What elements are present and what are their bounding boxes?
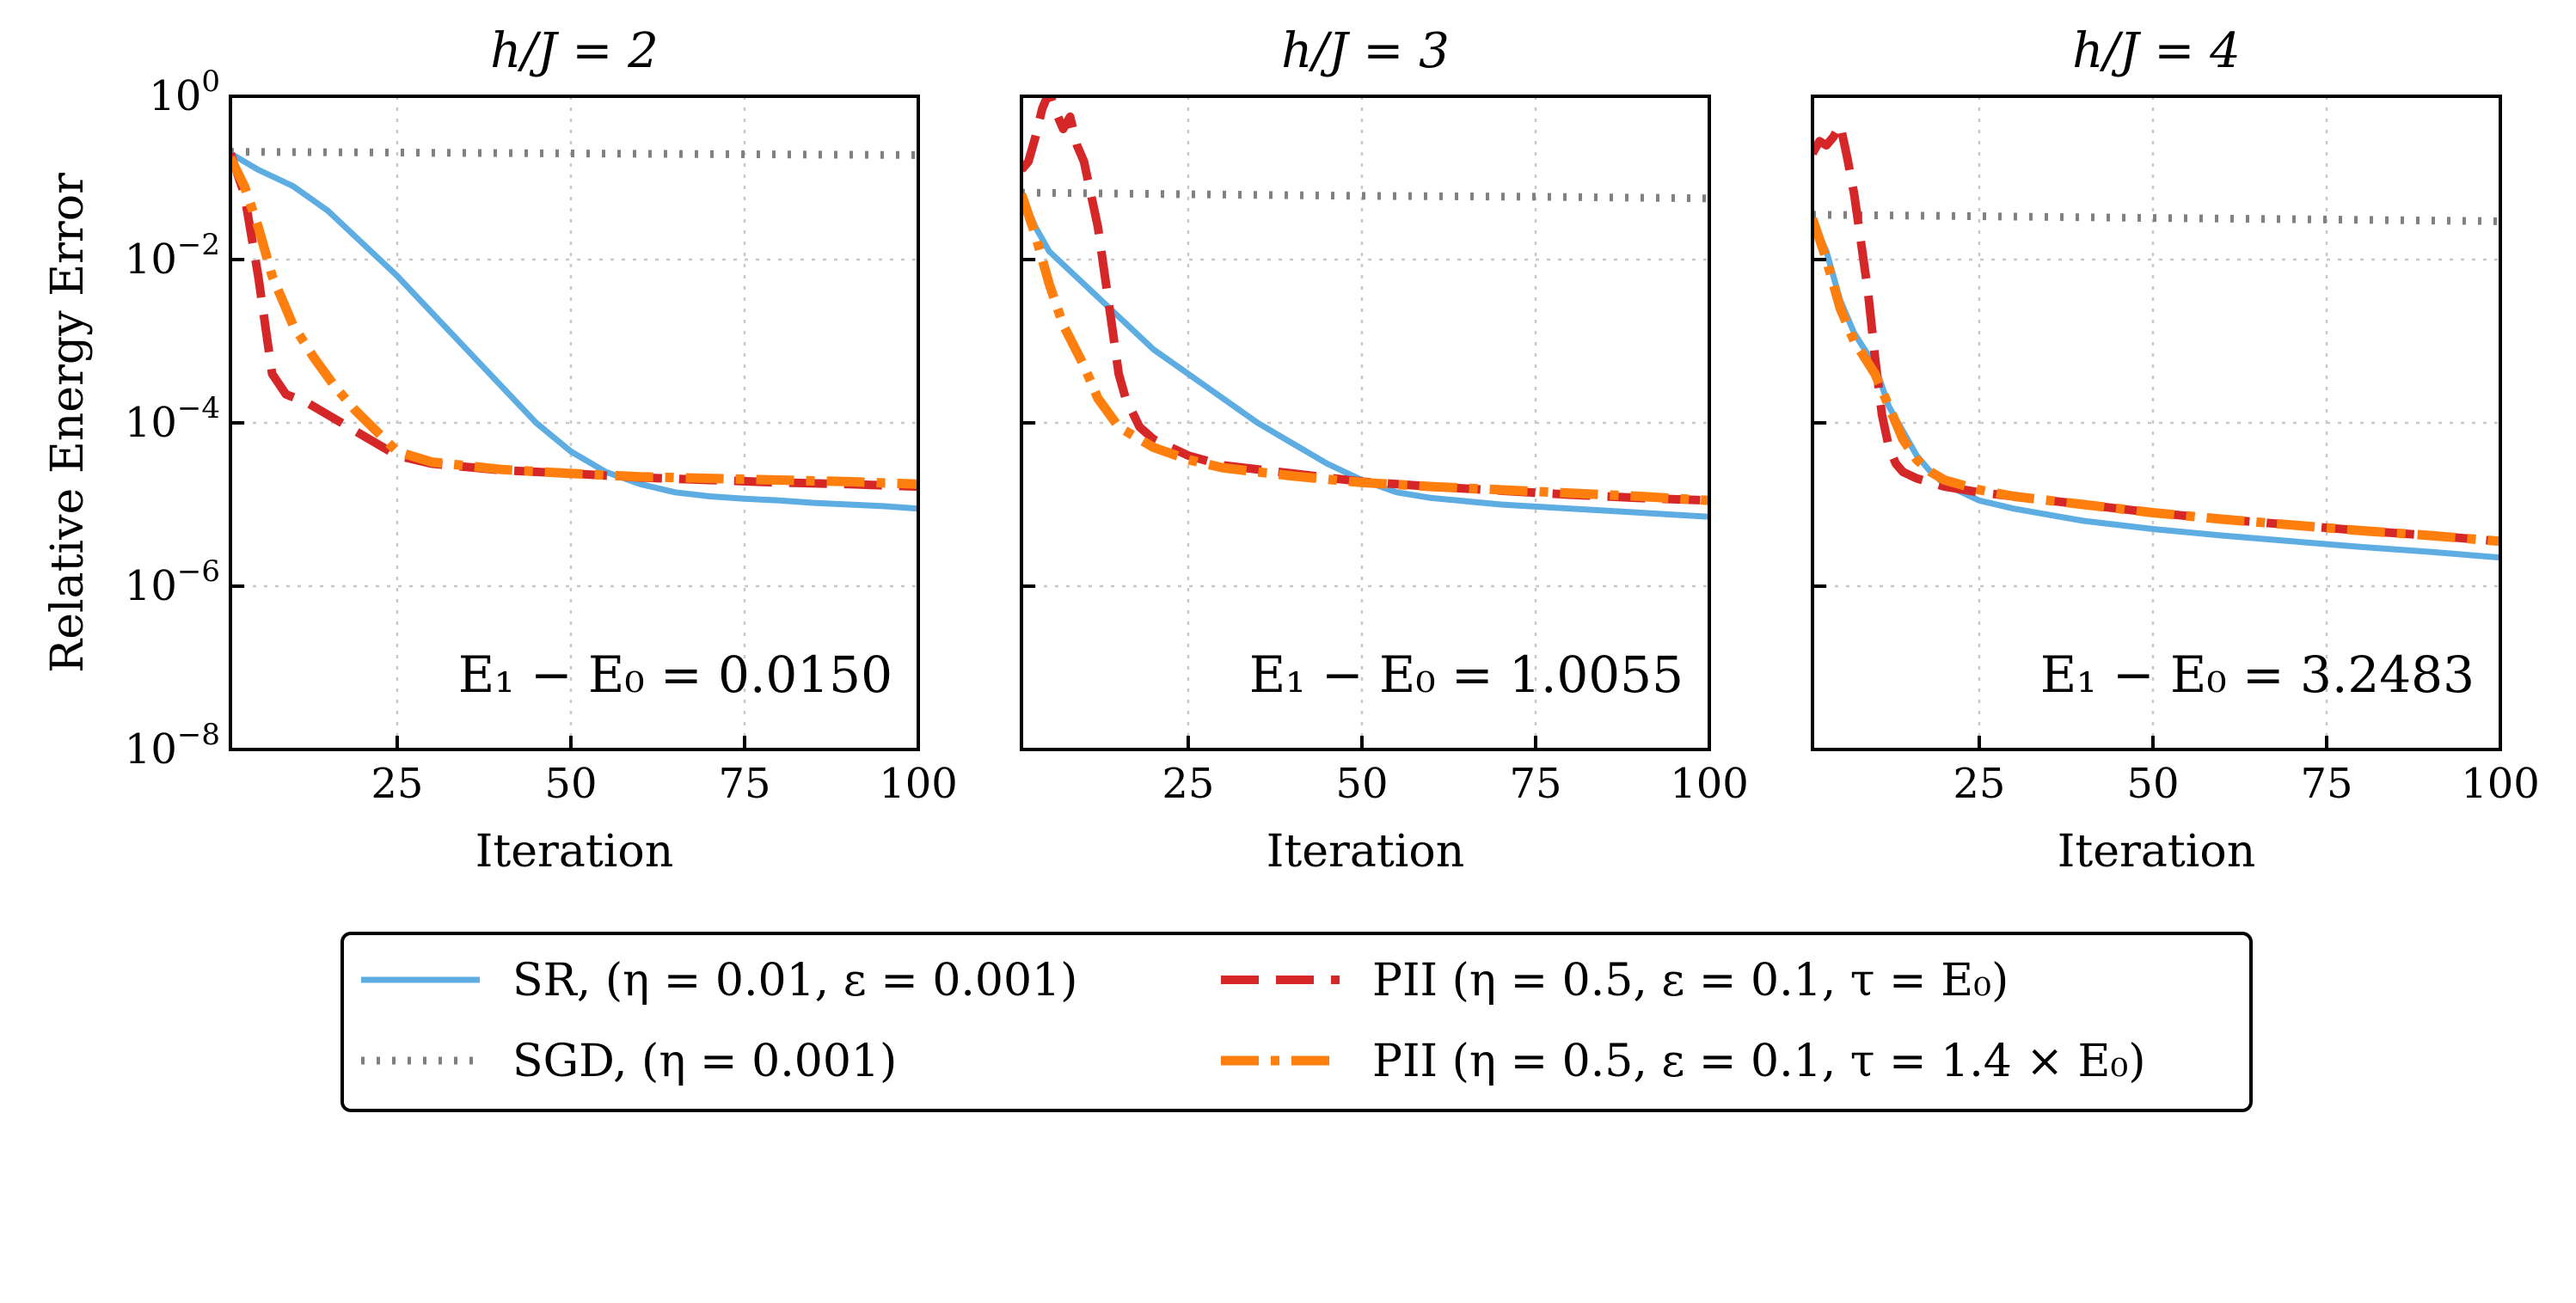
series-line-sr — [230, 150, 918, 512]
panel-1: 25 50 75 100 100 10−2 10−4 10−6 10−8 h/J = 2 Itera… — [42, 23, 958, 878]
x-tick-label: 50 — [2126, 760, 2179, 808]
series-line-sr — [1812, 217, 2500, 561]
legend-label: SGD, (η = 0.001) — [512, 1036, 897, 1087]
legend-label: SR, (η = 0.01, ε = 0.001) — [512, 955, 1077, 1006]
legend-box — [340, 932, 2253, 1112]
legend-label: PII (η = 0.5, ε = 0.1, τ = E₀) — [1372, 955, 2009, 1006]
series-group — [1021, 96, 1709, 520]
grid — [1812, 96, 2500, 749]
series-line-pii-14 — [230, 155, 918, 489]
x-tick-label: 75 — [1509, 760, 1561, 808]
x-tick-label: 50 — [544, 760, 597, 808]
series-line-sgd — [230, 148, 918, 159]
gap-annotation: E₁ − E₀ = 3.2483 — [2040, 645, 2475, 704]
legend-label: PII (η = 0.5, ε = 0.1, τ = 1.4 × E₀) — [1372, 1036, 2146, 1087]
y-tick-label: 10−8 — [125, 718, 220, 774]
x-tick-label: 25 — [1953, 760, 2005, 808]
panel-2: 25 50 75 100 h/J = 3 Iteration E₁ − E₀ = 1.005… — [1020, 23, 1749, 878]
x-axis-label: Iteration — [475, 826, 673, 878]
x-tick-label: 50 — [1335, 760, 1388, 808]
legend: SR, (η = 0.01, ε = 0.001) SGD, (η = 0.001… — [340, 932, 2253, 1112]
series-group — [230, 148, 918, 512]
panel-title: h/J = 3 — [1281, 23, 1450, 79]
series-line-pii — [1812, 120, 2500, 546]
y-tick-label: 10−4 — [125, 391, 220, 447]
gap-annotation: E₁ − E₀ = 0.0150 — [458, 645, 892, 704]
series-line-pii-14 — [1021, 193, 1709, 505]
x-tick-label: 100 — [1670, 760, 1749, 808]
series-line-pii — [230, 151, 918, 492]
series-line-sgd — [1021, 188, 1709, 203]
x-tick-label: 100 — [2461, 760, 2540, 808]
series-line-sgd — [1812, 211, 2500, 225]
panel-3: 25 50 75 100 h/J = 4 Iteration E₁ − E₀ = 3.248… — [1811, 23, 2540, 878]
x-tick-label: 100 — [879, 760, 958, 808]
y-tick-label: 100 — [149, 64, 220, 120]
x-tick-label: 25 — [371, 760, 423, 808]
x-tick-label: 75 — [718, 760, 770, 808]
series-line-pii — [1021, 96, 1709, 505]
x-axis-label: Iteration — [2058, 826, 2255, 878]
y-tick-label: 10−6 — [125, 554, 220, 610]
y-axis-label: Relative Energy Error — [42, 173, 94, 673]
x-tick-label: 75 — [2300, 760, 2352, 808]
panel-title: h/J = 4 — [2072, 23, 2241, 79]
series-line-sr — [1021, 193, 1709, 520]
series-line-pii-14 — [1812, 217, 2500, 547]
series-group — [1812, 120, 2500, 561]
panels: 25 50 75 100 100 10−2 10−4 10−6 10−8 h/J = 2 Itera… — [42, 23, 2540, 878]
panel-title: h/J = 2 — [490, 23, 659, 79]
grid — [230, 96, 918, 749]
x-tick-label: 25 — [1162, 760, 1214, 808]
gap-annotation: E₁ − E₀ = 1.0055 — [1249, 645, 1684, 704]
y-tick-label: 10−2 — [125, 228, 220, 284]
x-axis-label: Iteration — [1267, 826, 1464, 878]
